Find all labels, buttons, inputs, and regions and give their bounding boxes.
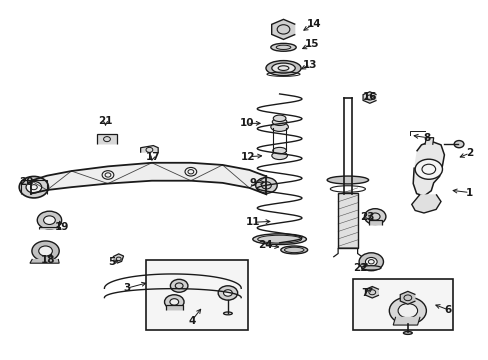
Circle shape [358, 253, 383, 271]
Ellipse shape [271, 63, 295, 73]
Text: 8: 8 [423, 133, 430, 143]
Circle shape [170, 279, 187, 292]
Circle shape [364, 209, 385, 225]
Polygon shape [141, 145, 158, 153]
Circle shape [184, 167, 196, 176]
Bar [352, 279, 452, 330]
Text: 13: 13 [303, 59, 317, 69]
Circle shape [365, 257, 376, 266]
Circle shape [388, 297, 426, 324]
Text: 1: 1 [465, 188, 472, 198]
Text: 3: 3 [122, 283, 130, 293]
Polygon shape [39, 226, 60, 229]
Ellipse shape [270, 122, 288, 131]
Polygon shape [424, 138, 433, 145]
Polygon shape [30, 259, 59, 263]
Polygon shape [365, 287, 378, 298]
Bar [337, 193, 357, 248]
Ellipse shape [403, 332, 411, 334]
Polygon shape [271, 19, 295, 40]
Ellipse shape [272, 118, 286, 126]
Circle shape [414, 159, 442, 179]
Polygon shape [392, 317, 419, 325]
Circle shape [37, 211, 61, 229]
Text: 23: 23 [359, 212, 374, 221]
Polygon shape [362, 92, 376, 103]
Ellipse shape [270, 43, 296, 51]
Ellipse shape [361, 266, 380, 270]
Circle shape [255, 177, 277, 193]
Text: 9: 9 [249, 178, 256, 188]
Text: 14: 14 [306, 19, 321, 29]
Text: 22: 22 [352, 263, 367, 273]
Circle shape [169, 299, 178, 305]
Ellipse shape [280, 246, 307, 254]
Text: 16: 16 [362, 92, 377, 102]
Text: 11: 11 [245, 217, 260, 227]
Circle shape [32, 241, 59, 261]
Text: 20: 20 [19, 177, 33, 187]
Circle shape [102, 171, 114, 179]
Circle shape [19, 176, 48, 198]
Text: 2: 2 [465, 148, 472, 158]
Circle shape [453, 140, 463, 148]
Text: 15: 15 [304, 40, 318, 49]
Circle shape [43, 216, 55, 225]
Ellipse shape [273, 115, 285, 122]
Text: 12: 12 [241, 152, 255, 162]
Circle shape [223, 290, 232, 296]
Polygon shape [113, 254, 123, 263]
Ellipse shape [326, 176, 368, 184]
Text: 19: 19 [54, 222, 69, 232]
Text: 7: 7 [361, 288, 368, 298]
Text: 18: 18 [41, 255, 56, 265]
Text: 4: 4 [188, 316, 195, 325]
Polygon shape [411, 194, 440, 213]
Polygon shape [368, 220, 381, 225]
Circle shape [26, 181, 41, 193]
Circle shape [218, 286, 237, 300]
Circle shape [164, 295, 183, 309]
Ellipse shape [271, 152, 287, 159]
Text: 21: 21 [98, 116, 113, 126]
Bar [146, 260, 248, 330]
Ellipse shape [272, 147, 286, 154]
Polygon shape [412, 141, 444, 196]
Polygon shape [165, 305, 182, 310]
Text: 10: 10 [239, 118, 254, 128]
Polygon shape [97, 134, 117, 144]
PathPatch shape [31, 163, 266, 194]
Text: 24: 24 [257, 240, 272, 250]
Ellipse shape [223, 312, 232, 315]
Ellipse shape [265, 60, 301, 76]
Ellipse shape [252, 234, 306, 244]
Text: 17: 17 [145, 152, 160, 162]
Polygon shape [400, 291, 415, 304]
Text: 5: 5 [108, 257, 115, 267]
Circle shape [397, 303, 417, 318]
Text: 6: 6 [444, 305, 451, 315]
Circle shape [39, 246, 52, 256]
